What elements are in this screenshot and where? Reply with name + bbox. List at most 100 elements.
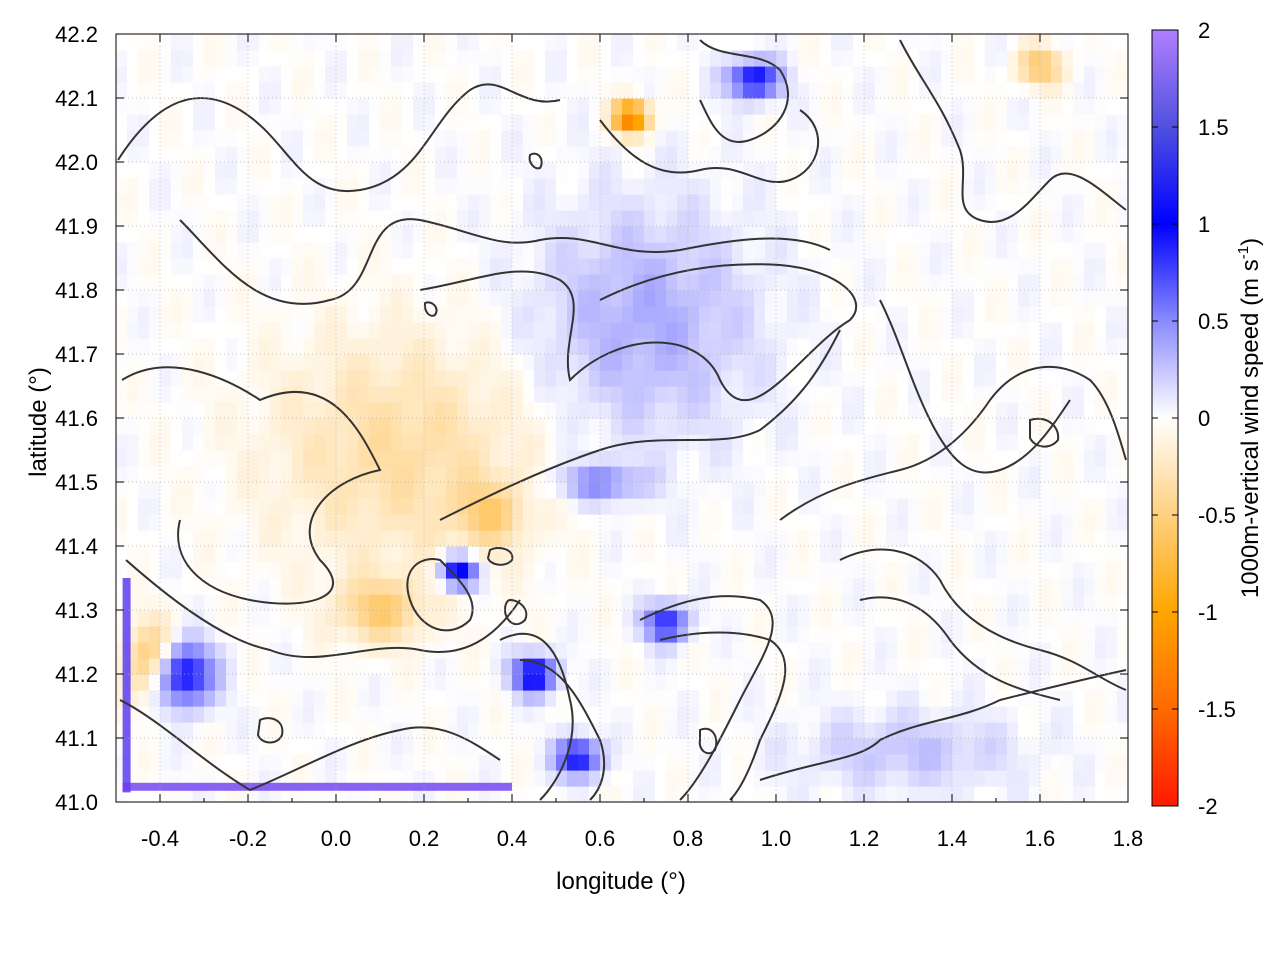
heatmap-cell [182,722,194,739]
heatmap-cell [556,706,568,723]
heatmap-cell [578,770,590,787]
heatmap-cell [633,466,645,483]
heatmap-cell [336,290,348,307]
heatmap-cell [1007,770,1019,787]
heatmap-cell [237,114,249,131]
heatmap-cell [787,706,799,723]
heatmap-cell [919,210,931,227]
heatmap-cell [446,514,458,531]
heatmap-cell [655,658,667,675]
heatmap-cell [765,706,777,723]
heatmap-cell [479,562,491,579]
heatmap-cell [281,130,293,147]
heatmap-cell [633,514,645,531]
heatmap-cell [1084,338,1096,355]
heatmap-cell [127,770,139,787]
heatmap-cell [1095,562,1107,579]
heatmap-cell [721,82,733,99]
heatmap-cell [490,402,502,419]
heatmap-cell [820,514,832,531]
heatmap-cell [787,690,799,707]
heatmap-cell [226,546,238,563]
heatmap-cell [237,578,249,595]
heatmap-cell [149,434,161,451]
heatmap-cell [1084,642,1096,659]
heatmap-cell [952,482,964,499]
heatmap-cell [666,514,678,531]
heatmap-cell [248,754,260,771]
heatmap-cell [655,66,667,83]
heatmap-cell [831,786,843,802]
heatmap-cell [457,242,469,259]
heatmap-cell [402,706,414,723]
heatmap-cell [314,274,326,291]
heatmap-cell [644,322,656,339]
heatmap-cell [435,658,447,675]
heatmap-cell [534,194,546,211]
heatmap-cell [600,354,612,371]
heatmap-cell [226,466,238,483]
heatmap-cell [545,706,557,723]
heatmap-cell [743,338,755,355]
heatmap-cell [468,290,480,307]
heatmap-cell [149,290,161,307]
heatmap-cell [754,546,766,563]
heatmap-cell [875,610,887,627]
heatmap-cell [325,434,337,451]
heatmap-cell [468,514,480,531]
heatmap-cell [633,130,645,147]
heatmap-cell [919,306,931,323]
heatmap-cell [985,34,997,51]
heatmap-cell [688,226,700,243]
heatmap-cell [292,82,304,99]
heatmap-cell [699,658,711,675]
heatmap-cell [655,242,667,259]
heatmap-cell [743,754,755,771]
heatmap-cell [941,258,953,275]
heatmap-cell [347,434,359,451]
heatmap-cell [226,738,238,755]
heatmap-cell [149,754,161,771]
heatmap-cell [292,690,304,707]
heatmap-cell [963,290,975,307]
heatmap-cell [1095,194,1107,211]
heatmap-cell [248,546,260,563]
heatmap-cell [666,610,678,627]
heatmap-cell [688,466,700,483]
heatmap-cell [996,162,1008,179]
heatmap-cell [787,658,799,675]
heatmap-cell [534,354,546,371]
heatmap-cell [611,146,623,163]
heatmap-cell [402,722,414,739]
heatmap-cell [325,34,337,51]
heatmap-cell [1029,594,1041,611]
heatmap-cell [226,306,238,323]
heatmap-cell [501,226,513,243]
heatmap-cell [919,258,931,275]
heatmap-cell [215,82,227,99]
heatmap-cell [1029,402,1041,419]
heatmap-cell [1029,546,1041,563]
heatmap-cell [556,530,568,547]
heatmap-cell [798,466,810,483]
heatmap-cell [292,114,304,131]
terrain-contour [1029,417,1060,448]
heatmap-cell [1029,770,1041,787]
heatmap-cell [402,770,414,787]
heatmap-cell [578,754,590,771]
heatmap-cell [336,754,348,771]
heatmap-cell [930,466,942,483]
heatmap-cell [787,434,799,451]
heatmap-cell [611,546,623,563]
heatmap-cell [413,546,425,563]
heatmap-cell [369,338,381,355]
heatmap-cell [677,50,689,67]
heatmap-cell [633,530,645,547]
heatmap-cell [952,178,964,195]
heatmap-cell [732,658,744,675]
heatmap-cell [963,50,975,67]
heatmap-cell [1051,610,1063,627]
heatmap-cell [1051,386,1063,403]
heatmap-cell [193,674,205,691]
heatmap-cell [270,242,282,259]
